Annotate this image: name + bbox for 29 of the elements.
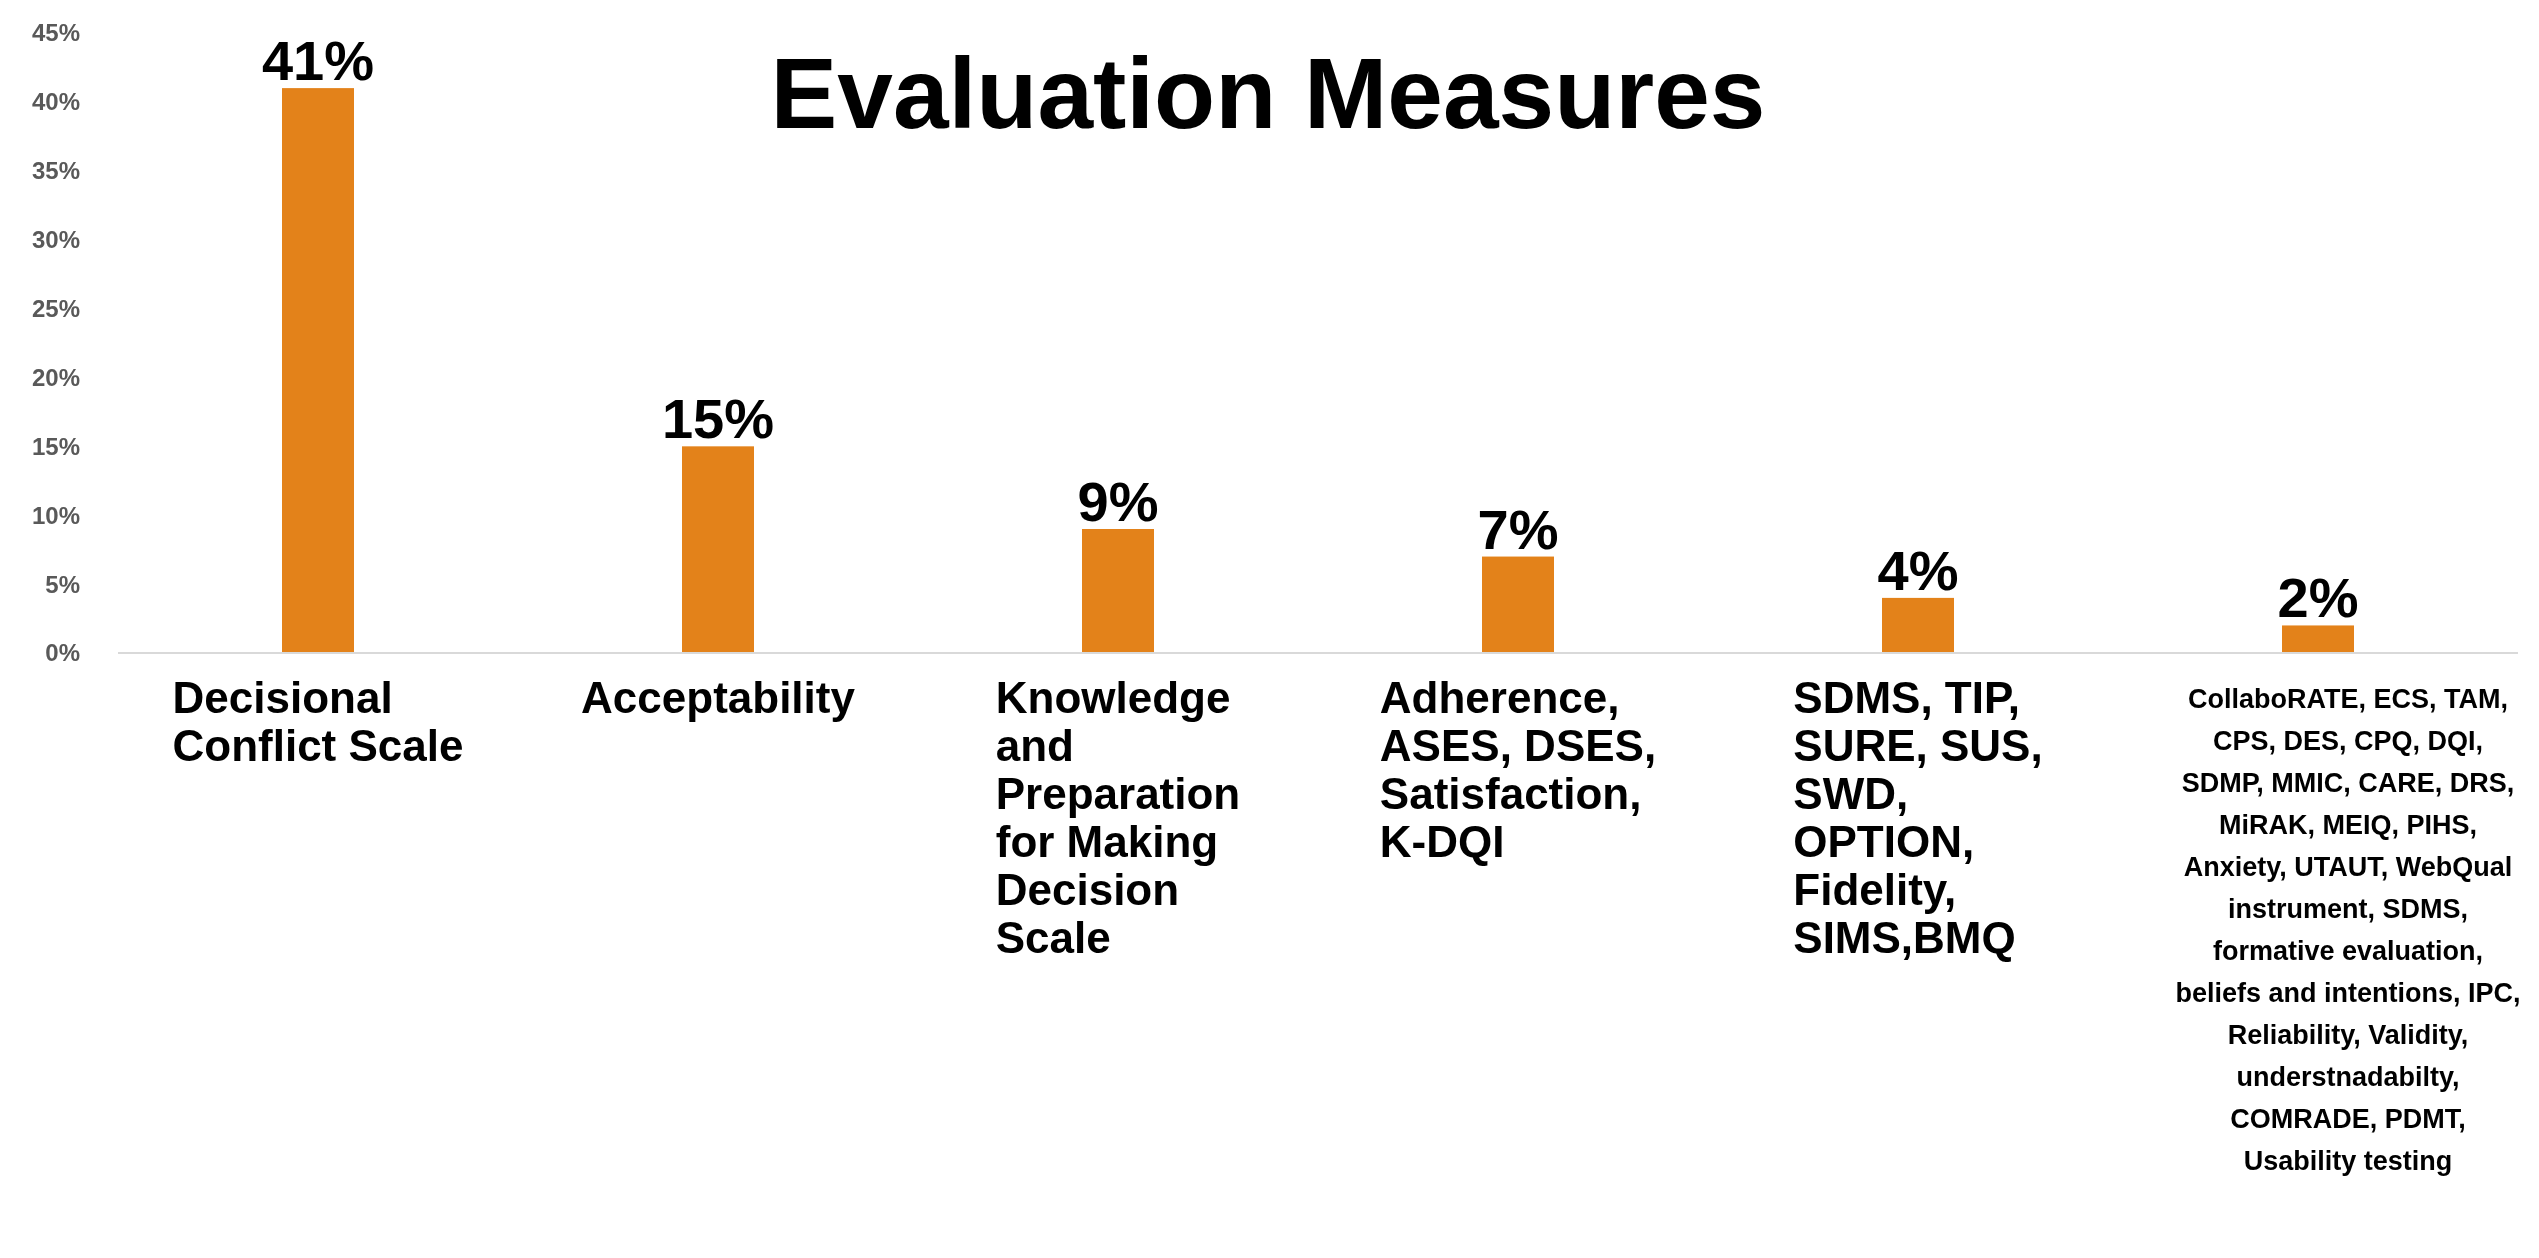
x-tick-label: Decisional Conflict Scale [172,673,464,770]
bar [1482,556,1554,653]
y-tick-label: 45% [31,19,80,47]
y-tick-label: 30% [31,226,80,254]
bar [1882,597,1954,653]
bar [682,446,754,653]
y-tick-label: 0% [45,639,80,667]
bar [2282,625,2354,653]
x-tick-label: Adherence, ASES, DSES, Satisfaction, K-DQI [1379,673,1657,866]
bar [282,88,354,653]
data-label: 4% [1877,538,1959,602]
y-tick-label: 20% [31,363,80,391]
data-label: 15% [661,387,775,451]
y-tick-label: 10% [31,501,80,529]
y-tick-label: 40% [31,88,80,116]
y-tick-label: 25% [31,294,80,322]
x-tick-label: SDMS, TIP, SURE, SUS, SWD, OPTION, Fidelity, SIMS,BMQ [1793,673,2043,962]
x-tick-label: Knowledge and Preparation for Making Decision Scale [995,673,1241,962]
y-tick-label: 35% [31,157,80,185]
y-tick-label: 5% [45,570,80,598]
y-tick-label: 15% [31,432,80,460]
category-label: CollaboRATE, ECS, TAM, CPS, DES, CPQ, DQI, SDMP, MMIC, CARE, DRS, MiRAK, MEIQ, PIHS, Anxiety, UTAUT, WebQual instrument, SDMS, formative evaluation, beliefs and intentions, IPC, Reliability, Validity, understnadabilty, COMRADE, PDMT, Usability testing [2175,684,2521,1176]
data-label: 9% [1077,470,1159,533]
data-label: 2% [2277,566,2359,630]
data-label: 41% [261,29,375,93]
chart-title: Evaluation Measures [770,37,1766,149]
x-tick-label: Acceptability [581,673,856,722]
bar [1082,529,1154,653]
data-label: 7% [1477,497,1559,561]
